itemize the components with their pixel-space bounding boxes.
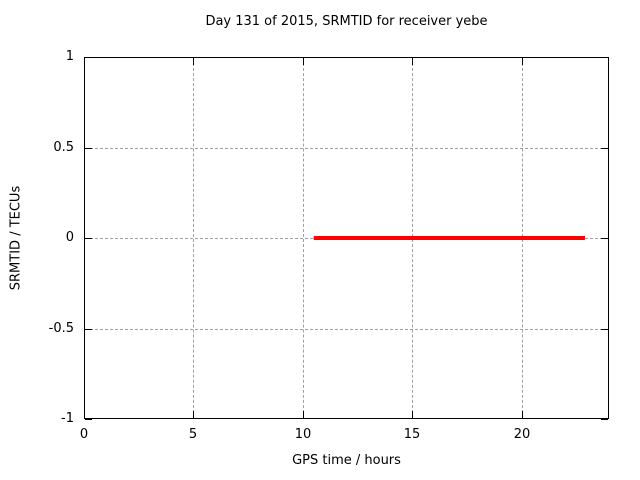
y-tick-label: -0.5 xyxy=(48,321,74,336)
y-gridline xyxy=(85,329,608,330)
x-tick-label: 10 xyxy=(294,427,312,442)
y-tick-label: 0 xyxy=(65,230,74,245)
y-tick-mark-right xyxy=(601,329,608,330)
x-tick-mark-top xyxy=(84,58,85,65)
y-tick-label: 0.5 xyxy=(53,140,74,155)
x-tick-label: 5 xyxy=(188,427,198,442)
x-tick-mark-bottom xyxy=(522,411,523,418)
x-tick-label: 15 xyxy=(403,427,421,442)
x-tick-label: 0 xyxy=(79,427,89,442)
y-tick-mark-left xyxy=(85,57,92,58)
x-tick-mark-bottom xyxy=(303,411,304,418)
y-tick-mark-right xyxy=(601,238,608,239)
y-tick-mark-left xyxy=(85,238,92,239)
y-tick-mark-right xyxy=(601,57,608,58)
x-tick-mark-bottom xyxy=(84,411,85,418)
y-tick-mark-left xyxy=(85,148,92,149)
plot-area xyxy=(84,57,609,419)
x-tick-mark-top xyxy=(522,58,523,65)
y-tick-label: 1 xyxy=(65,49,74,64)
x-tick-mark-bottom xyxy=(193,411,194,418)
x-tick-mark-top xyxy=(193,58,194,65)
x-tick-mark-top xyxy=(412,58,413,65)
y-tick-mark-right xyxy=(601,148,608,149)
chart-title: Day 131 of 2015, SRMTID for receiver yeb… xyxy=(205,14,488,29)
y-tick-mark-left xyxy=(85,419,92,420)
x-tick-mark-top xyxy=(303,58,304,65)
y-tick-mark-left xyxy=(85,329,92,330)
y-tick-mark-right xyxy=(601,419,608,420)
x-axis-title: GPS time / hours xyxy=(292,453,401,468)
y-gridline xyxy=(85,148,608,149)
x-tick-label: 20 xyxy=(513,427,531,442)
x-tick-mark-bottom xyxy=(412,411,413,418)
y-tick-label: -1 xyxy=(61,411,74,426)
